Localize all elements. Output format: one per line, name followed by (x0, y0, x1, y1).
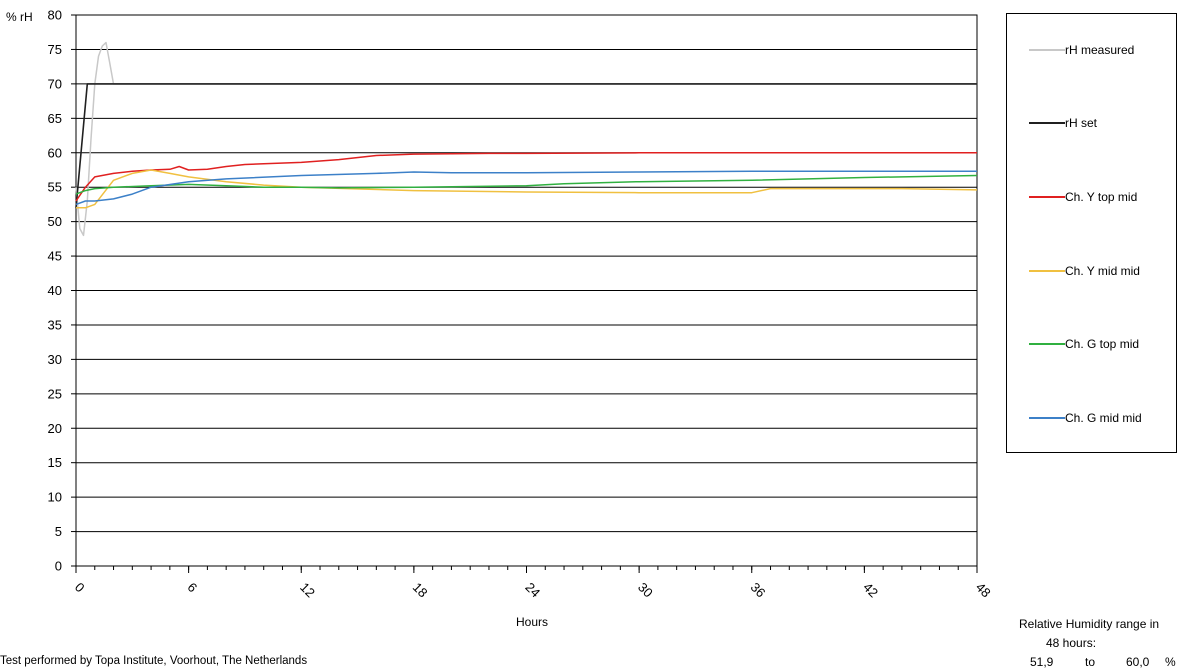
ytick-label-45: 45 (48, 249, 62, 264)
legend-item-rh-measured: rH measured (1029, 42, 1134, 58)
legend-label: rH measured (1065, 43, 1135, 57)
ytick-label-35: 35 (48, 317, 62, 332)
legend-swatch (1029, 270, 1065, 272)
series-line-rh-set (75, 83, 977, 208)
xtick-label-18: 18 (410, 580, 431, 601)
ytick-label-10: 10 (48, 490, 62, 505)
range-to: to (1085, 655, 1096, 669)
legend-item-ch-y-top-mid: Ch. Y top mid (1029, 189, 1137, 205)
ytick-label-75: 75 (48, 42, 62, 57)
range-max: 60,0 (1126, 655, 1150, 669)
legend-swatch (1029, 122, 1065, 124)
xtick-label-24: 24 (522, 580, 543, 601)
xtick-label-42: 42 (860, 580, 881, 601)
legend-label: Ch. G mid mid (1065, 411, 1142, 425)
ytick-label-15: 15 (48, 455, 62, 470)
xtick-label-6: 6 (185, 580, 201, 596)
humidity-line-chart: 0 5 10 15 20 25 30 35 40 45 50 55 60 65 70 75 80 0 6 12 18 2… (6, 8, 994, 601)
ytick-label-80: 80 (48, 8, 62, 23)
legend-label: Ch. Y mid mid (1065, 264, 1140, 278)
x-axis-ticks: 0 6 12 18 24 30 36 42 48 (72, 566, 994, 600)
series-line-rh-measured (75, 41, 977, 237)
ytick-label-50: 50 (48, 214, 62, 229)
xtick-label-36: 36 (748, 580, 769, 601)
ytick-label-0: 0 (55, 559, 62, 574)
legend-label: Ch. G top mid (1065, 337, 1140, 351)
y-axis-ticks: 0 5 10 15 20 25 30 35 40 45 50 55 60 65 70 75 80 (48, 8, 76, 574)
legend-item-ch-g-top-mid: Ch. G top mid (1029, 336, 1139, 352)
series-lines (75, 41, 978, 237)
xtick-label-48: 48 (973, 580, 994, 601)
legend: rH measured rH set Ch. Y top mid Ch. Y mid … (1006, 13, 1177, 453)
ytick-label-70: 70 (48, 76, 62, 91)
series-line-ch-g-mid-mid (75, 170, 977, 206)
ytick-label-55: 55 (48, 180, 62, 195)
legend-item-ch-g-mid-mid: Ch. G mid mid (1029, 410, 1142, 426)
xtick-label-30: 30 (635, 580, 656, 601)
y-axis-label: % rH (6, 10, 33, 24)
ytick-label-5: 5 (55, 524, 62, 539)
x-axis-label: Hours (516, 615, 549, 629)
xtick-label-12: 12 (297, 580, 318, 601)
series-line-ch-g-top-mid (75, 174, 978, 195)
legend-swatch (1029, 417, 1065, 419)
ytick-label-60: 60 (48, 145, 62, 160)
legend-label: Ch. Y top mid (1065, 190, 1138, 204)
legend-label: rH set (1065, 116, 1098, 130)
range-summary-line2: 48 hours: (1046, 636, 1097, 650)
gridlines (75, 14, 978, 567)
ytick-label-25: 25 (48, 386, 62, 401)
legend-item-rh-set: rH set (1029, 115, 1097, 131)
ytick-label-40: 40 (48, 283, 62, 298)
ytick-label-30: 30 (48, 352, 62, 367)
range-summary-line1: Relative Humidity range in (1019, 617, 1160, 631)
legend-swatch (1029, 49, 1065, 51)
series-line-ch-y-top-mid (75, 152, 977, 202)
xtick-label-0: 0 (72, 580, 88, 596)
range-min: 51,9 (1030, 655, 1054, 669)
range-unit: % (1165, 655, 1176, 669)
ytick-label-20: 20 (48, 421, 62, 436)
footer-note: Test performed by Topa Institute, Voorho… (0, 655, 308, 667)
legend-swatch (1029, 343, 1065, 345)
series-line-ch-y-mid-mid (76, 169, 978, 209)
ytick-label-65: 65 (48, 111, 62, 126)
legend-item-ch-y-mid-mid: Ch. Y mid mid (1029, 263, 1140, 279)
legend-swatch (1029, 196, 1065, 198)
